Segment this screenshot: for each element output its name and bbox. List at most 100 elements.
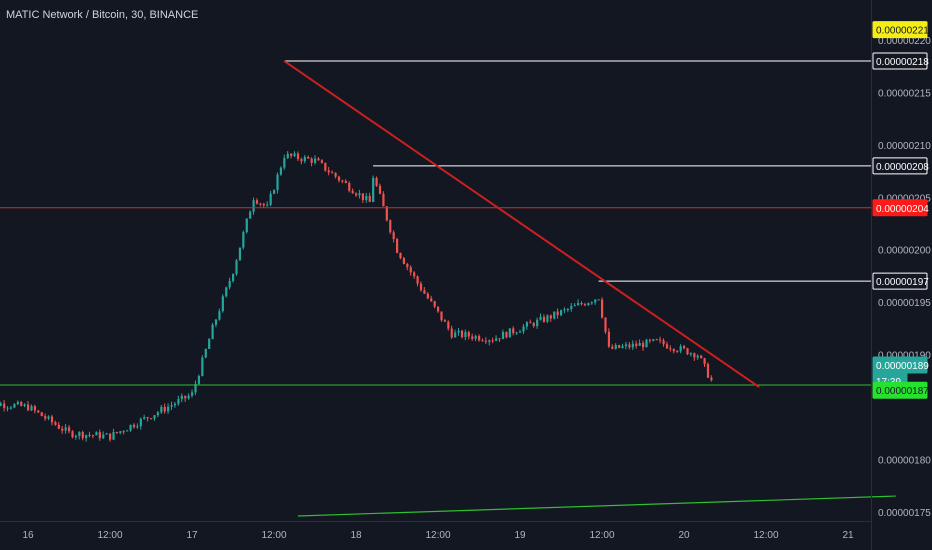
price-axis-tick: 0.00000210 [878, 141, 931, 152]
candle-body [703, 358, 706, 364]
candle-body [68, 427, 71, 432]
candle-body [635, 343, 638, 346]
candle-body [228, 280, 231, 288]
candle-body [365, 196, 368, 200]
candle-body [221, 296, 224, 312]
candle-body [293, 153, 296, 156]
candle-body [563, 309, 566, 311]
candle-body [3, 403, 6, 408]
candle-body [47, 416, 50, 419]
candle-body [478, 335, 481, 341]
time-axis-tick: 12:00 [753, 530, 778, 541]
candle-body [317, 158, 320, 161]
candle-body [273, 190, 276, 194]
candle-body [351, 190, 354, 194]
candle-body [409, 267, 412, 273]
candle-body [549, 315, 552, 319]
candle-body [78, 432, 81, 436]
candle-body [252, 200, 255, 212]
candle-body [375, 177, 378, 186]
candle-body [546, 315, 549, 322]
candle-body [440, 311, 443, 321]
candle-body [689, 353, 693, 355]
candle-body [426, 293, 429, 299]
price-label-text: 0.00000218 [876, 57, 929, 68]
time-axis-tick: 12:00 [261, 530, 286, 541]
candle-body [33, 406, 37, 411]
candle-body [372, 177, 375, 203]
price-label-box [872, 21, 928, 39]
time-axis-tick: 16 [22, 530, 34, 541]
candle-body [9, 407, 13, 409]
candle-body [126, 430, 129, 432]
candle-body [498, 338, 501, 340]
candle-body [64, 427, 67, 431]
candle-body [430, 298, 433, 302]
candle-body [618, 345, 621, 348]
candle-body [433, 301, 436, 307]
candle-body [614, 345, 617, 349]
candle-body [143, 417, 146, 419]
price-axis-tick: 0.00000180 [878, 455, 931, 466]
candle-body [300, 159, 303, 162]
candle-body [474, 335, 477, 339]
candle-body [460, 330, 464, 338]
candle-body [61, 428, 64, 431]
price-axis-tick: 0.00000175 [878, 508, 931, 519]
candle-body [481, 340, 484, 342]
candle-body [450, 328, 453, 338]
candle-body [187, 395, 190, 399]
candle-body [396, 238, 399, 253]
time-axis-tick: 12:00 [97, 530, 122, 541]
price-axis-divider [871, 0, 872, 550]
candle-body [508, 328, 511, 338]
candle-body [74, 435, 78, 438]
candle-body [669, 348, 672, 350]
candle-body [211, 324, 214, 340]
candle-body [529, 322, 532, 324]
candle-body [392, 232, 395, 239]
candle-body [512, 328, 515, 334]
candle-body [539, 316, 542, 320]
candle-body [665, 344, 669, 349]
candle-body [218, 311, 221, 320]
candle-body [307, 156, 310, 159]
candle-body [160, 406, 163, 413]
candle-body [378, 185, 382, 194]
candle-body [416, 276, 419, 284]
time-axis-tick: 20 [678, 530, 690, 541]
candle-body [201, 357, 204, 376]
price-axis-tick: 0.00000200 [878, 246, 931, 257]
candle-body [344, 181, 347, 183]
candle-body [71, 431, 74, 438]
candle-body [129, 424, 132, 431]
candle-body [238, 247, 242, 261]
candle-body [204, 348, 207, 358]
candle-body [423, 290, 426, 294]
candle-body [566, 308, 570, 310]
candle-body [706, 363, 710, 378]
candle-body [314, 158, 317, 163]
candle-body [464, 332, 467, 338]
price-label-text: 0.00000221 [876, 26, 929, 37]
candle-body [672, 349, 675, 352]
candle-body [290, 153, 293, 156]
candle-body [587, 303, 590, 306]
candle-body [170, 405, 173, 407]
candle-body [368, 196, 371, 203]
candle-body [583, 304, 587, 306]
candle-body [13, 404, 16, 408]
candle-body [488, 340, 491, 342]
candle-body [98, 432, 101, 439]
candle-body [269, 193, 272, 205]
candle-body [115, 431, 119, 433]
candle-body [112, 431, 115, 440]
candle-body [232, 273, 235, 281]
candle-body [331, 172, 334, 174]
candle-body [638, 342, 641, 346]
candle-body [105, 433, 108, 435]
candle-body [601, 299, 604, 318]
candle-body [355, 193, 358, 196]
candle-body [194, 383, 197, 393]
